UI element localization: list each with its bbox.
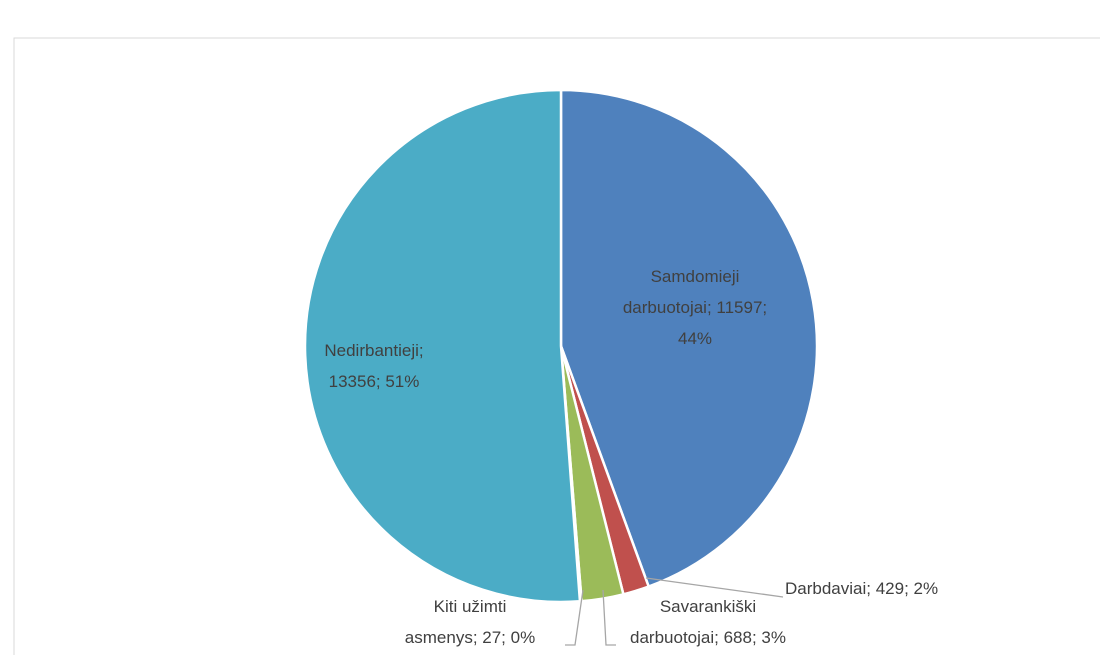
data-label: Darbdaviai; 429; 2%	[785, 579, 938, 598]
data-label-line: Darbdaviai; 429; 2%	[785, 579, 938, 598]
pie-slice	[303, 88, 582, 604]
data-label-line: 13356; 51%	[329, 372, 420, 391]
leader-lines	[565, 577, 784, 646]
data-label-line: Samdomieji	[651, 267, 740, 286]
data-label-line: darbuotojai; 11597;	[623, 298, 767, 317]
data-label: Samdomieji darbuotojai; 11597; 44%	[623, 267, 767, 348]
data-label-line: darbuotojai; 688; 3%	[630, 628, 786, 647]
data-label-line: Savarankiški	[660, 597, 756, 616]
data-label: Savarankiški darbuotojai; 688; 3%	[630, 597, 786, 647]
pie-slice	[559, 88, 819, 589]
leader-line	[602, 589, 616, 646]
data-label: Nedirbantieji; 13356; 51%	[324, 341, 423, 391]
leader-line	[645, 577, 784, 598]
data-label: Kiti užimti asmenys; 27; 0%	[405, 597, 535, 647]
leader-line	[565, 589, 584, 646]
data-label-line: asmenys; 27; 0%	[405, 628, 535, 647]
data-label-line: 44%	[678, 329, 712, 348]
data-label-line: Nedirbantieji;	[324, 341, 423, 360]
data-label-line: Kiti užimti	[434, 597, 507, 616]
